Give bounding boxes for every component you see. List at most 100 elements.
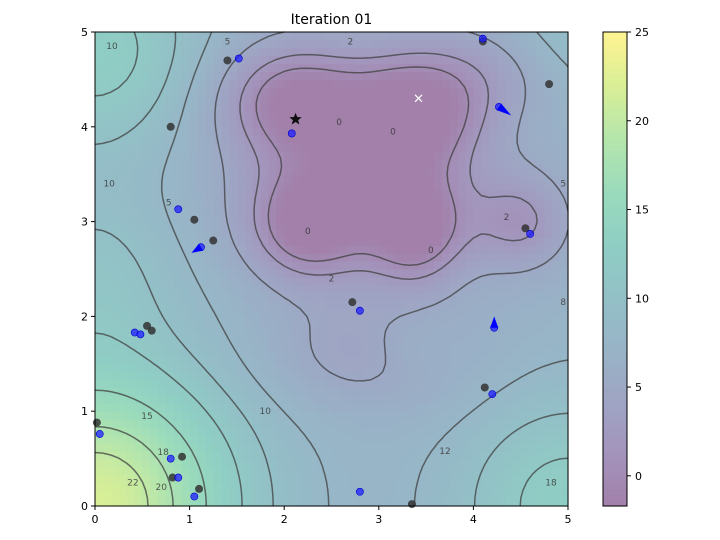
heatmap-cell <box>536 197 545 207</box>
heatmap-cell <box>339 466 348 475</box>
heatmap-cell <box>118 174 128 183</box>
heatmap-cell <box>118 118 128 128</box>
heatmap-cell <box>544 253 553 262</box>
heatmap-cell <box>299 387 309 396</box>
heatmap-cell <box>95 458 104 468</box>
heatmap-cell <box>481 498 490 507</box>
heatmap-cell <box>221 355 230 365</box>
heatmap-cell <box>520 371 530 381</box>
heatmap-cell <box>528 261 538 270</box>
heatmap-cell <box>426 245 435 254</box>
heatmap-cell <box>134 221 143 231</box>
heatmap-cell <box>252 332 262 341</box>
heatmap-cell <box>504 300 514 310</box>
heatmap-cell <box>339 427 348 436</box>
heatmap-cell <box>441 174 451 183</box>
heatmap-cell <box>528 324 538 333</box>
heatmap-cell <box>158 379 167 389</box>
heatmap-cell <box>489 87 498 96</box>
heatmap-cell <box>118 284 128 294</box>
heatmap-cell <box>394 158 404 167</box>
heatmap-cell <box>504 134 514 144</box>
heatmap-cell <box>394 308 404 317</box>
heatmap-cell <box>268 126 277 136</box>
heatmap-cell <box>110 182 120 191</box>
direction-arrow <box>490 316 499 328</box>
heatmap-cell <box>150 348 159 357</box>
heatmap-cell <box>142 427 151 436</box>
heatmap-cell <box>536 142 545 152</box>
heatmap-cell <box>142 166 151 175</box>
heatmap-cell <box>394 348 404 357</box>
heatmap-cell <box>110 269 120 278</box>
heatmap-cell <box>418 174 427 183</box>
heatmap-cell <box>284 474 293 483</box>
heatmap-cell <box>426 387 435 396</box>
point-black <box>480 383 489 392</box>
heatmap-cell <box>268 261 277 270</box>
heatmap-cell <box>205 427 214 436</box>
heatmap-cell <box>276 450 285 460</box>
heatmap-cell <box>173 458 183 468</box>
heatmap-cell <box>347 39 356 49</box>
heatmap-cell <box>497 190 506 199</box>
heatmap-cell <box>284 253 293 262</box>
point-black <box>348 298 357 307</box>
heatmap-cell <box>229 387 238 396</box>
colorbar-tick-label: 10 <box>635 292 649 305</box>
heatmap-cell <box>489 111 498 120</box>
heatmap-cell <box>158 434 167 444</box>
heatmap-cell <box>528 332 538 341</box>
heatmap-cell <box>560 126 569 136</box>
heatmap-cell <box>299 458 309 468</box>
heatmap-cell <box>497 229 506 238</box>
heatmap-cell <box>276 237 285 246</box>
heatmap-cell <box>528 245 538 254</box>
heatmap-cell <box>394 118 404 128</box>
heatmap-cell <box>276 142 285 152</box>
heatmap-cell <box>331 363 340 373</box>
heatmap-cell <box>268 79 277 88</box>
heatmap-cell <box>126 63 136 73</box>
heatmap-cell <box>260 237 270 246</box>
heatmap-cell <box>213 142 222 152</box>
heatmap-cell <box>299 482 309 491</box>
heatmap-cell <box>221 363 230 373</box>
heatmap-cell <box>134 182 143 191</box>
heatmap-cell <box>189 174 199 183</box>
heatmap-cell <box>339 371 348 381</box>
heatmap-cell <box>260 95 270 104</box>
heatmap-cell <box>481 261 490 270</box>
heatmap-cell <box>118 498 128 507</box>
heatmap-cell <box>181 442 191 452</box>
heatmap-cell <box>465 379 474 389</box>
heatmap-cell <box>339 498 348 507</box>
heatmap-cell <box>134 39 143 49</box>
contour-label: 0 <box>336 118 342 128</box>
heatmap-cell <box>347 292 356 302</box>
heatmap-cell <box>299 403 309 412</box>
heatmap-cell <box>110 166 120 175</box>
heatmap-cell <box>268 182 277 191</box>
heatmap-cell <box>339 158 348 167</box>
heatmap-cell <box>504 47 514 57</box>
heatmap-cell <box>481 308 490 317</box>
heatmap-cell <box>370 332 380 341</box>
heatmap-cell <box>323 111 333 120</box>
heatmap-cell <box>370 490 380 499</box>
heatmap-cell <box>299 205 309 215</box>
heatmap-cell <box>552 498 561 507</box>
heatmap-cell <box>213 292 222 302</box>
heatmap-cell <box>173 142 183 152</box>
heatmap-cell <box>323 442 333 452</box>
point-blue <box>478 34 487 43</box>
heatmap-cell <box>331 324 340 333</box>
heatmap-cell <box>355 71 364 80</box>
heatmap-cell <box>268 348 277 357</box>
heatmap-cell <box>213 55 222 65</box>
heatmap-cell <box>441 387 451 396</box>
heatmap-cell <box>134 482 143 491</box>
heatmap-cell <box>473 39 482 49</box>
heatmap-cell <box>378 55 388 65</box>
heatmap-cell <box>110 63 120 73</box>
